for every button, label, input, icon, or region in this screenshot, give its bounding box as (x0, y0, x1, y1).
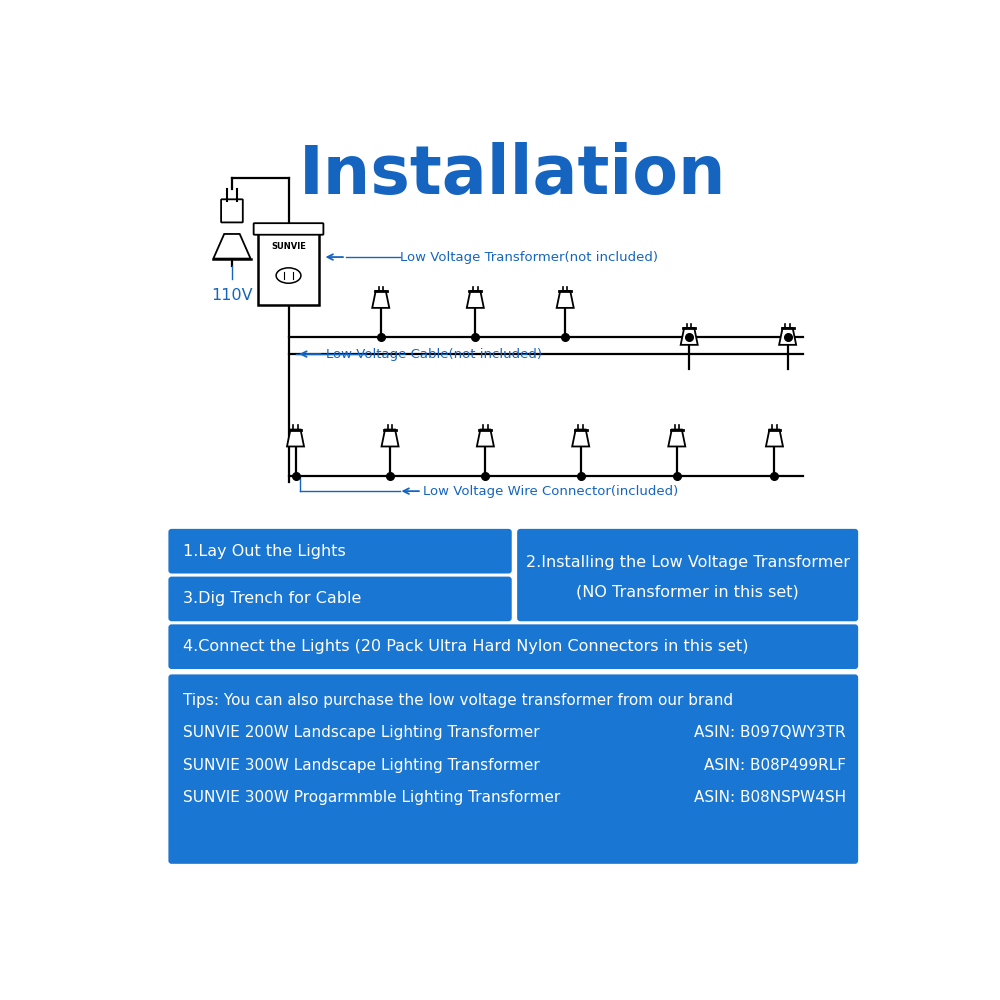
Text: Tips: You can also purchase the low voltage transformer from our brand: Tips: You can also purchase the low volt… (183, 693, 733, 708)
Text: ASIN: B097QWY3TR: ASIN: B097QWY3TR (694, 725, 846, 740)
Text: Low Voltage Cable(not included): Low Voltage Cable(not included) (326, 348, 542, 361)
Text: ASIN: B08P499RLF: ASIN: B08P499RLF (704, 758, 846, 773)
Polygon shape (467, 291, 484, 308)
FancyBboxPatch shape (258, 228, 319, 305)
Polygon shape (681, 328, 698, 345)
Text: 3.Dig Trench for Cable: 3.Dig Trench for Cable (183, 591, 362, 606)
Polygon shape (766, 430, 783, 446)
Text: Low Voltage Wire Connector(included): Low Voltage Wire Connector(included) (423, 485, 679, 498)
Polygon shape (557, 291, 574, 308)
Polygon shape (382, 430, 399, 446)
Text: 2.Installing the Low Voltage Transformer: 2.Installing the Low Voltage Transformer (526, 555, 850, 570)
Polygon shape (372, 291, 389, 308)
Text: 4.Connect the Lights (20 Pack Ultra Hard Nylon Connectors in this set): 4.Connect the Lights (20 Pack Ultra Hard… (183, 639, 749, 654)
FancyBboxPatch shape (168, 624, 858, 669)
FancyBboxPatch shape (168, 577, 512, 621)
Text: Installation: Installation (299, 142, 726, 208)
Text: Low Voltage Transformer(not included): Low Voltage Transformer(not included) (400, 251, 658, 264)
Polygon shape (477, 430, 494, 446)
Text: (NO Transformer in this set): (NO Transformer in this set) (576, 585, 799, 600)
Text: 110V: 110V (211, 288, 253, 303)
Polygon shape (287, 430, 304, 446)
Polygon shape (213, 234, 251, 259)
Text: SUNVIE 200W Landscape Lighting Transformer: SUNVIE 200W Landscape Lighting Transform… (183, 725, 540, 740)
Text: SUNVIE 300W Landscape Lighting Transformer: SUNVIE 300W Landscape Lighting Transform… (183, 758, 540, 773)
FancyBboxPatch shape (168, 529, 512, 574)
Text: SUNVIE: SUNVIE (271, 242, 306, 251)
FancyBboxPatch shape (168, 674, 858, 864)
Polygon shape (572, 430, 589, 446)
Polygon shape (668, 430, 685, 446)
FancyBboxPatch shape (517, 529, 858, 621)
FancyBboxPatch shape (254, 223, 323, 235)
Ellipse shape (276, 268, 301, 283)
Text: SUNVIE 300W Progarmmble Lighting Transformer: SUNVIE 300W Progarmmble Lighting Transfo… (183, 790, 560, 805)
FancyBboxPatch shape (221, 199, 243, 222)
Polygon shape (779, 328, 796, 345)
Text: 1.Lay Out the Lights: 1.Lay Out the Lights (183, 544, 346, 559)
Text: ASIN: B08NSPW4SH: ASIN: B08NSPW4SH (694, 790, 846, 805)
